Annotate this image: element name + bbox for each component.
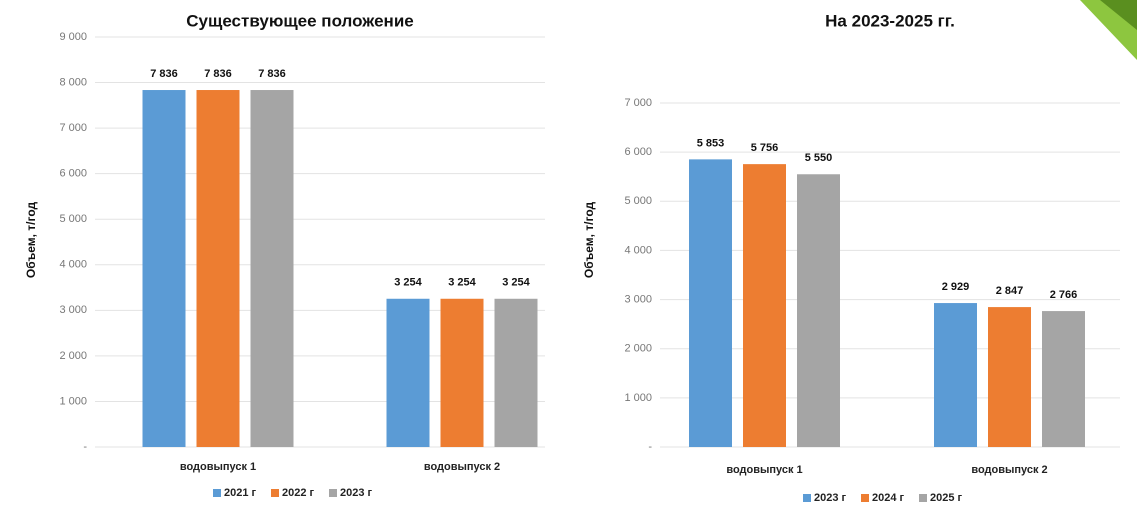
- y-tick-label: 7 000: [624, 97, 652, 109]
- y-tick-label: 8 000: [59, 76, 87, 88]
- legend-label: 2023 г: [814, 492, 847, 504]
- legend-label: 2022 г: [282, 487, 315, 499]
- y-tick-label: 2 000: [59, 350, 87, 362]
- legend-swatch: [329, 489, 337, 497]
- legend-swatch: [271, 489, 279, 497]
- x-tick-label: водовыпуск 1: [726, 464, 802, 476]
- y-tick-label: 4 000: [59, 259, 87, 271]
- y-tick-label: 4 000: [624, 244, 652, 256]
- legend-swatch: [213, 489, 221, 497]
- bar: [386, 298, 430, 447]
- legend-swatch: [919, 494, 927, 502]
- chart-title: Существующее положение: [186, 11, 413, 30]
- x-tick-label: водовыпуск 1: [180, 461, 256, 473]
- y-tick-label: -: [648, 441, 652, 453]
- legend-label: 2023 г: [340, 487, 373, 499]
- value-label: 2 766: [1050, 289, 1078, 301]
- y-axis-label: Объем, т/год: [582, 202, 596, 279]
- y-tick-label: 7 000: [59, 122, 87, 134]
- bar: [743, 164, 786, 447]
- y-tick-label: 6 000: [624, 146, 652, 158]
- value-label: 7 836: [204, 68, 232, 80]
- legend-label: 2024 г: [872, 492, 905, 504]
- legend-swatch: [803, 494, 811, 502]
- value-label: 3 254: [394, 277, 422, 289]
- bar: [196, 90, 240, 447]
- bar: [988, 307, 1031, 447]
- bar: [250, 90, 294, 447]
- bar: [689, 159, 732, 447]
- legend-label: 2025 г: [930, 492, 963, 504]
- value-label: 7 836: [258, 68, 286, 80]
- y-tick-label: 3 000: [59, 304, 87, 316]
- value-label: 5 853: [697, 137, 725, 149]
- value-label: 7 836: [150, 68, 178, 80]
- y-tick-label: 5 000: [624, 195, 652, 207]
- x-tick-label: водовыпуск 2: [971, 464, 1047, 476]
- y-tick-label: 5 000: [59, 213, 87, 225]
- chart-title: На 2023-2025 гг.: [825, 11, 955, 30]
- value-label: 5 550: [805, 152, 833, 164]
- legend-label: 2021 г: [224, 487, 257, 499]
- bar: [142, 90, 186, 447]
- y-tick-label: 1 000: [624, 392, 652, 404]
- bar: [494, 298, 538, 447]
- y-tick-label: 6 000: [59, 168, 87, 180]
- y-axis-label: Объем, т/год: [24, 202, 38, 279]
- value-label: 2 929: [942, 281, 970, 293]
- bar: [440, 298, 484, 447]
- bar: [1042, 311, 1085, 447]
- value-label: 3 254: [502, 277, 530, 289]
- legend-swatch: [861, 494, 869, 502]
- y-tick-label: -: [83, 441, 87, 453]
- x-tick-label: водовыпуск 2: [424, 461, 500, 473]
- y-tick-label: 1 000: [59, 395, 87, 407]
- bar: [797, 174, 840, 447]
- value-label: 2 847: [996, 285, 1024, 297]
- y-tick-label: 2 000: [624, 343, 652, 355]
- y-tick-label: 3 000: [624, 293, 652, 305]
- value-label: 5 756: [751, 142, 779, 154]
- corner-decoration: [1100, 0, 1137, 30]
- value-label: 3 254: [448, 277, 476, 289]
- y-tick-label: 9 000: [59, 31, 87, 43]
- bar: [934, 303, 977, 447]
